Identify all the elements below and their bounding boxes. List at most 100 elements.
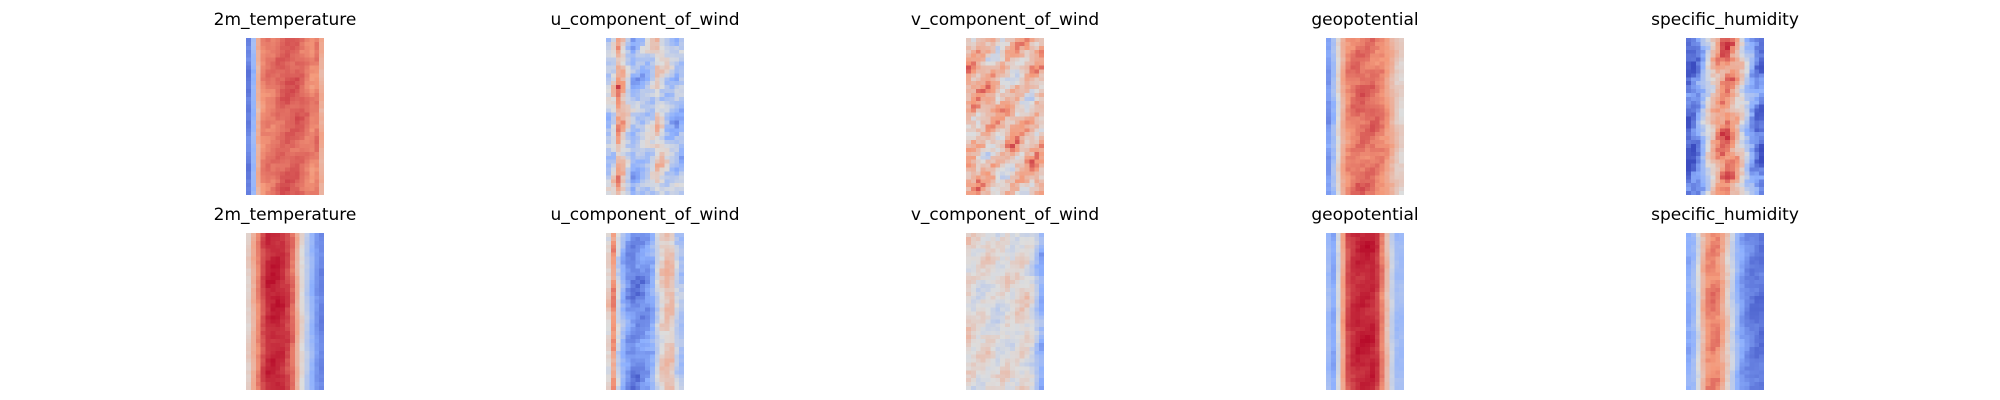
heatmap-cell	[975, 264, 982, 269]
heatmap-cell	[1019, 45, 1026, 51]
heatmap-cell	[1384, 171, 1390, 176]
heatmap-cell	[1739, 77, 1746, 82]
heatmap-cell	[265, 338, 271, 344]
heatmap-cell	[995, 61, 1001, 67]
heatmap-cell	[265, 335, 271, 340]
heatmap-cell	[275, 136, 281, 141]
heatmap-cell	[260, 120, 267, 125]
heatmap-cell	[645, 132, 651, 137]
heatmap-cell	[1024, 41, 1030, 47]
heatmap-cell	[1389, 57, 1395, 63]
heatmap-cell	[246, 264, 252, 269]
heatmap-cell	[980, 61, 987, 67]
heatmap-cell	[1000, 236, 1006, 242]
heatmap-cell	[1749, 41, 1755, 47]
heatmap-cell	[299, 81, 306, 86]
heatmap-cell	[304, 382, 310, 387]
heatmap-cell	[1014, 175, 1021, 180]
heatmap-cell	[1014, 236, 1021, 242]
heatmap-cell	[294, 319, 301, 324]
heatmap-cell	[1360, 183, 1366, 188]
heatmap-cell	[1705, 128, 1711, 133]
heatmap-cell	[1695, 45, 1702, 51]
heatmap-cell	[679, 338, 684, 344]
heatmap-cell	[674, 171, 680, 176]
heatmap-cell	[1014, 65, 1021, 70]
heatmap-cell	[1715, 191, 1721, 195]
heatmap-cell	[250, 280, 257, 285]
heatmap-cell	[1024, 49, 1030, 55]
heatmap-cell	[654, 104, 661, 110]
heatmap-cell	[1330, 53, 1337, 59]
heatmap-cell	[1355, 100, 1361, 106]
heatmap-cell	[985, 143, 991, 149]
heatmap-cell	[970, 112, 977, 118]
heatmap-cell	[966, 179, 972, 184]
heatmap-cell	[615, 350, 622, 356]
heatmap-cell	[640, 378, 646, 383]
heatmap-cell	[674, 167, 680, 173]
heatmap-cell	[1690, 85, 1697, 90]
heatmap-cell	[1705, 151, 1711, 157]
heatmap-cell	[679, 284, 684, 289]
heatmap-cell	[1034, 346, 1040, 352]
heatmap-cell	[1340, 147, 1347, 153]
heatmap-cell	[1705, 191, 1711, 195]
heatmap-cell	[1360, 143, 1366, 149]
heatmap-cell	[630, 335, 636, 340]
heatmap-cell	[1024, 323, 1030, 328]
heatmap-cell	[289, 284, 296, 289]
heatmap-cell	[615, 104, 622, 110]
heatmap-cell	[970, 81, 977, 86]
heatmap-cell	[625, 287, 631, 293]
heatmap-cell	[280, 287, 286, 293]
heatmap-cell	[1000, 183, 1006, 188]
heatmap-cell	[246, 183, 252, 188]
heatmap-cell	[1005, 112, 1011, 118]
heatmap-cell	[1355, 65, 1361, 70]
heatmap-cell	[260, 350, 267, 356]
heatmap-cell	[1000, 319, 1006, 324]
heatmap-cell	[1360, 116, 1366, 122]
heatmap-cell	[246, 284, 252, 289]
heatmap-cell	[270, 382, 276, 387]
heatmap-cell	[679, 69, 684, 74]
heatmap-cell	[1705, 116, 1711, 122]
heatmap-cell	[674, 256, 680, 262]
heatmap-cell	[970, 89, 977, 94]
heatmap-cell	[314, 303, 320, 309]
heatmap-cell	[635, 362, 641, 368]
heatmap-cell	[995, 159, 1001, 165]
heatmap-cell	[270, 358, 276, 364]
heatmap-cell	[620, 175, 627, 180]
heatmap-cell	[674, 159, 680, 165]
heatmap-cell	[270, 354, 276, 360]
heatmap-cell	[280, 252, 286, 258]
heatmap-cell	[615, 240, 622, 246]
heatmap-cell	[1005, 175, 1011, 180]
heatmap-cell	[314, 41, 320, 47]
heatmap-cell	[975, 268, 982, 273]
heatmap-cell	[1005, 179, 1011, 184]
heatmap-cell	[289, 256, 296, 262]
heatmap-cell	[1000, 140, 1006, 145]
heatmap-cell	[1355, 155, 1361, 161]
heatmap-cell	[970, 65, 977, 70]
heatmap-cell	[1326, 61, 1332, 67]
heatmap-cell	[1000, 187, 1006, 192]
heatmap-cell	[1700, 49, 1707, 55]
heatmap-cell	[1739, 65, 1746, 70]
heatmap-cell	[1000, 252, 1006, 258]
heatmap-cell	[1690, 116, 1697, 122]
heatmap-cell	[645, 45, 651, 51]
heatmap-cell	[985, 323, 991, 328]
heatmap-cell	[280, 179, 286, 184]
heatmap-cell	[1019, 92, 1026, 98]
heatmap-cell	[265, 260, 271, 265]
heatmap-cell	[674, 191, 680, 195]
heatmap-cell	[664, 284, 670, 289]
heatmap-cell	[640, 342, 646, 348]
heatmap-cell	[1000, 295, 1006, 301]
heatmap-cell	[630, 354, 636, 360]
heatmap-cell	[285, 386, 291, 390]
